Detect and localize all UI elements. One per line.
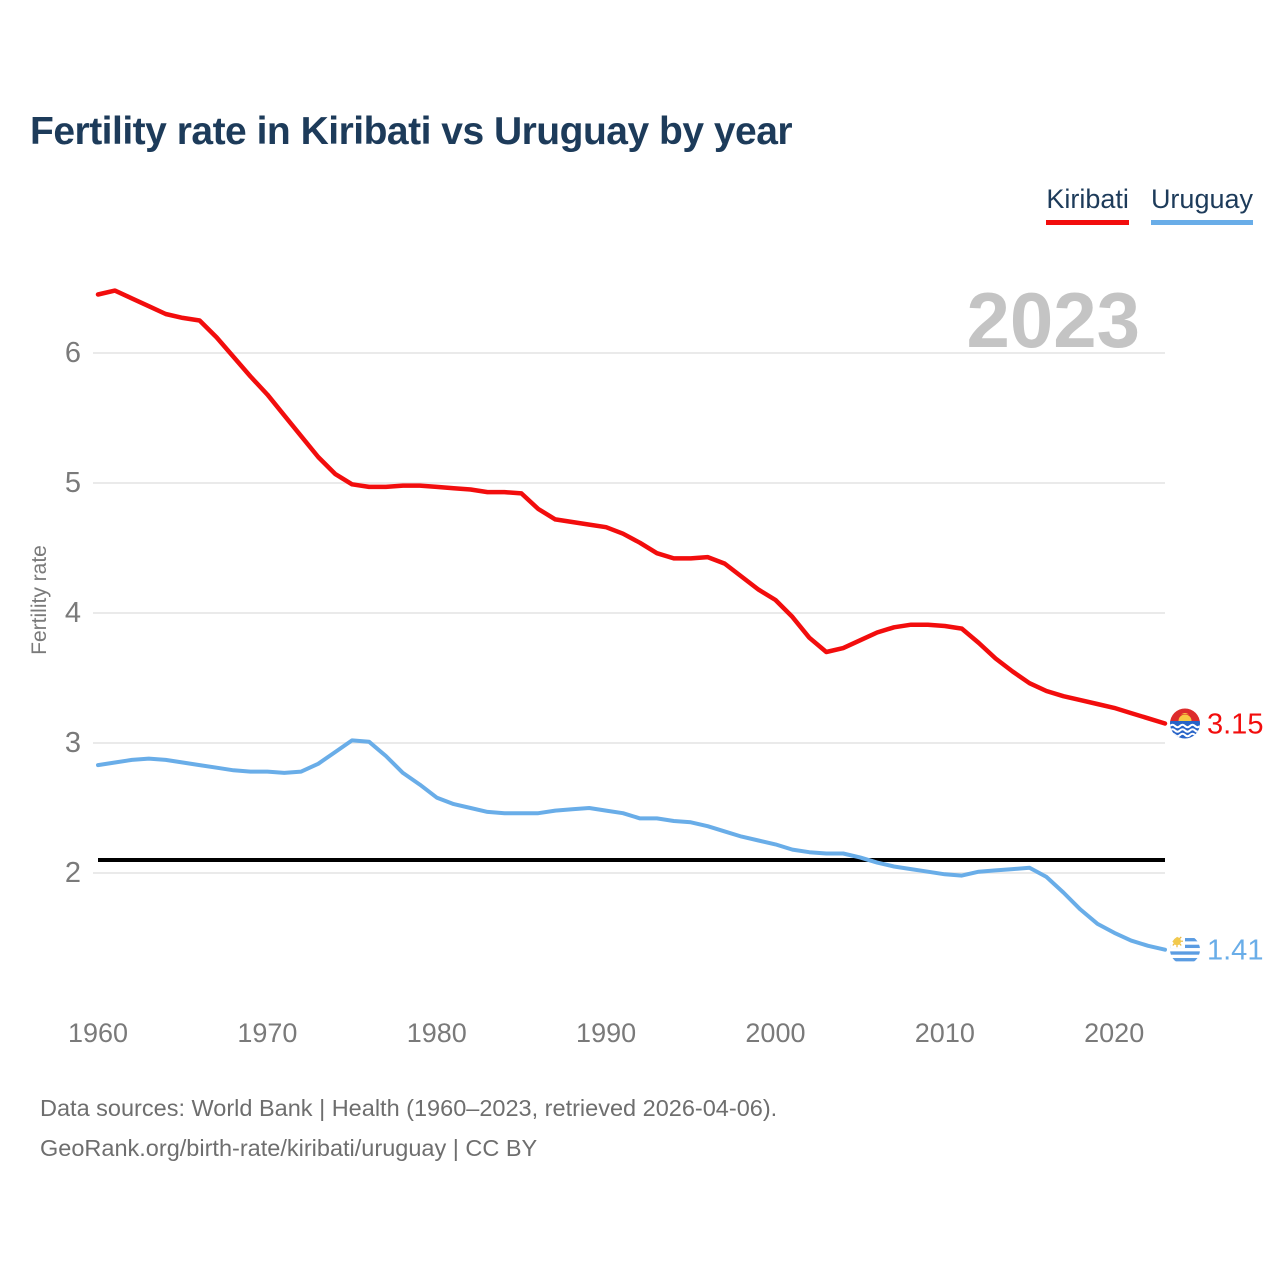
x-tick-label: 2000 <box>745 1018 805 1048</box>
x-tick-label: 2010 <box>915 1018 975 1048</box>
x-tick-label: 1970 <box>237 1018 297 1048</box>
x-tick-label: 1980 <box>407 1018 467 1048</box>
y-tick-label: 2 <box>65 857 81 889</box>
kiribati-line[interactable] <box>95 288 1168 726</box>
legend: Kiribati Uruguay <box>1046 184 1253 225</box>
y-tick-label: 6 <box>65 337 81 369</box>
legend-item-uruguay[interactable]: Uruguay <box>1150 184 1253 225</box>
uruguay-flag-icon <box>1170 934 1200 965</box>
footer: Data sources: World Bank | Health (1960–… <box>40 1088 777 1168</box>
kiribati-end-value-label: 3.15 <box>1207 709 1263 741</box>
x-tick-label: 2020 <box>1084 1018 1144 1048</box>
footer-attribution-line: GeoRank.org/birth-rate/kiribati/uruguay … <box>40 1135 538 1161</box>
y-axis-label: Fertility rate <box>28 545 51 655</box>
kiribati-flag-icon <box>1170 708 1200 739</box>
y-tick-label: 3 <box>65 727 81 759</box>
y-tick-label: 4 <box>65 597 81 629</box>
x-tick-label: 1960 <box>68 1018 128 1048</box>
x-tick-label: 1990 <box>576 1018 636 1048</box>
watermark-year: 2023 <box>966 276 1140 364</box>
footer-sources-line: Data sources: World Bank | Health (1960–… <box>40 1095 778 1121</box>
uruguay-line[interactable] <box>96 738 1167 952</box>
uruguay-end-value-label: 1.41 <box>1207 935 1263 967</box>
legend-item-kiribati[interactable]: Kiribati <box>1046 184 1129 225</box>
page-title: Fertility rate in Kiribati vs Uruguay by… <box>30 110 793 153</box>
y-tick-label: 5 <box>65 467 81 499</box>
